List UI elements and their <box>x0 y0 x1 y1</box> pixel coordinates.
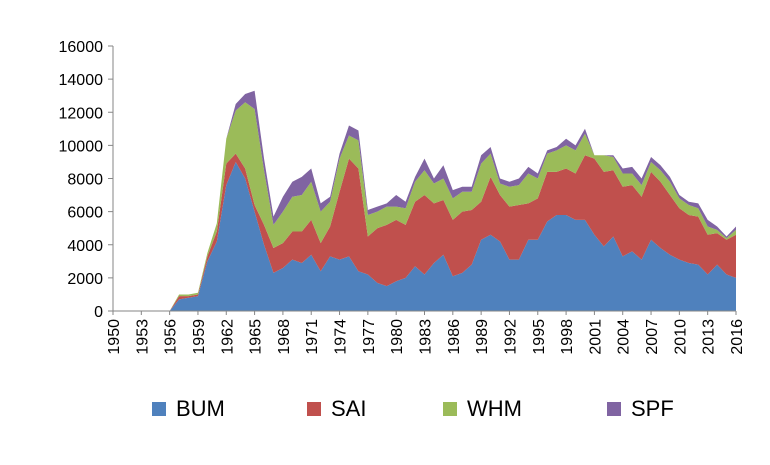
y-tick-label: 4000 <box>67 238 103 255</box>
x-tick-label: 2010 <box>672 319 689 355</box>
axes-group <box>108 45 737 315</box>
legend-item-whm: WHM <box>443 396 522 422</box>
x-tick-label: 1983 <box>418 319 435 355</box>
x-tick-label: 1989 <box>474 319 491 355</box>
area-series-sai <box>113 153 736 311</box>
x-tick-label: 1992 <box>502 319 519 355</box>
y-axis-tick-labels: 0 2000 4000 6000 8000 10000 12000 14000 16000 <box>59 39 104 321</box>
x-tick-label: 2004 <box>616 319 633 355</box>
area-series-group <box>113 90 736 311</box>
y-tick-label: 0 <box>94 304 103 321</box>
x-axis-tick-labels: 1950 1953 1956 1959 1962 1965 1968 1971 1974 1977… <box>106 319 746 355</box>
x-tick-label: 2016 <box>729 319 746 355</box>
x-tick-label: 2007 <box>644 319 661 355</box>
y-tick-label: 12000 <box>59 105 104 122</box>
legend-swatch-sai <box>307 402 321 416</box>
x-tick-label: 1971 <box>304 319 321 355</box>
x-tick-label: 1980 <box>389 319 406 355</box>
y-tick-label: 16000 <box>59 39 104 56</box>
y-tick-label: 14000 <box>59 72 104 89</box>
area-series-whm <box>113 102 736 311</box>
area-series-bum <box>113 161 736 311</box>
legend-item-sai: SAI <box>307 396 366 422</box>
legend-label-sai: SAI <box>331 396 367 421</box>
y-tick-label: 2000 <box>67 271 103 288</box>
x-tick-label: 2013 <box>701 319 718 355</box>
x-tick-label: 1998 <box>559 319 576 355</box>
legend-swatch-bum <box>152 402 166 416</box>
legend-swatch-spf <box>607 402 621 416</box>
x-tick-label: 1968 <box>276 319 293 355</box>
x-tick-label: 1953 <box>134 319 151 355</box>
x-tick-label: 1986 <box>446 319 463 355</box>
x-tick-label: 1974 <box>333 319 350 355</box>
y-tick-label: 8000 <box>67 172 103 189</box>
x-tick-label: 1959 <box>191 319 208 355</box>
x-tick-label: 1956 <box>163 319 180 355</box>
y-tick-label: 10000 <box>59 138 104 155</box>
x-tick-label: 2001 <box>587 319 604 355</box>
x-tick-label: 1995 <box>531 319 548 355</box>
x-tick-label: 1962 <box>219 319 236 355</box>
legend-swatch-whm <box>443 402 457 416</box>
x-tick-label: 1950 <box>106 319 123 355</box>
legend: BUM SAI WHM SPF <box>0 396 770 426</box>
legend-item-bum: BUM <box>152 396 225 422</box>
legend-label-spf: SPF <box>631 396 674 421</box>
x-tick-label: 1977 <box>361 319 378 355</box>
x-tick-label: 1965 <box>248 319 265 355</box>
legend-label-bum: BUM <box>176 396 225 421</box>
y-tick-label: 6000 <box>67 205 103 222</box>
legend-label-whm: WHM <box>467 396 522 421</box>
legend-item-spf: SPF <box>607 396 674 422</box>
